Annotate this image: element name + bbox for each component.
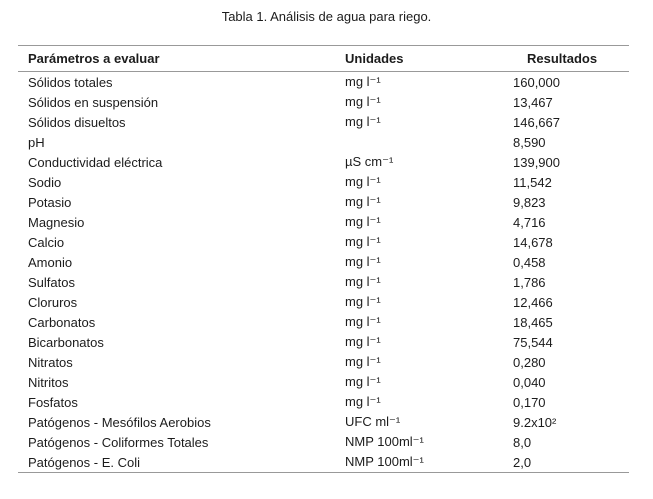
cell-parametro: Bicarbonatos — [28, 334, 104, 350]
cell-parametro: Nitritos — [28, 374, 69, 390]
cell-parametro: Sólidos disueltos — [28, 114, 126, 130]
cell-resultado: 9.2x10² — [513, 414, 557, 430]
table-row: Sodio mg l⁻¹ 11,542 — [18, 172, 629, 192]
cell-parametro: Sólidos totales — [28, 74, 113, 90]
table-caption: Tabla 1. Análisis de agua para riego. — [221, 9, 432, 24]
table-row: Nitratos mg l⁻¹ 0,280 — [18, 352, 629, 372]
cell-unidad: mg l⁻¹ — [345, 394, 381, 409]
cell-resultado: 4,716 — [513, 214, 546, 230]
cell-unidad: mg l⁻¹ — [345, 194, 381, 209]
cell-unidad: µS cm⁻¹ — [345, 154, 394, 169]
cell-resultado: 2,0 — [503, 452, 629, 473]
table-row: Bicarbonatos mg l⁻¹ 75,544 — [18, 332, 629, 352]
table-row: Potasio mg l⁻¹ 9,823 — [18, 192, 629, 212]
table-row: Calcio mg l⁻¹ 14,678 — [18, 232, 629, 252]
cell-resultado: 160,000 — [513, 74, 560, 90]
water-analysis-table: Parámetros a evaluar Unidades Resultados… — [18, 45, 629, 473]
cell-parametro: Patógenos - Coliformes Totales — [28, 434, 209, 450]
cell-resultado: 11,542 — [513, 174, 552, 190]
cell-resultado: 0,280 — [513, 354, 546, 370]
table-row: Nitritos mg l⁻¹ 0,040 — [18, 372, 629, 392]
table-row: Sólidos en suspensión mg l⁻¹ 13,467 — [18, 92, 629, 112]
cell-parametro: Magnesio — [28, 214, 85, 230]
table-row: Amonio mg l⁻¹ 0,458 — [18, 252, 629, 272]
cell-resultado: 9,823 — [513, 194, 546, 210]
cell-unidad: mg l⁻¹ — [345, 214, 381, 229]
table-row: Sulfatos mg l⁻¹ 1,786 — [18, 272, 629, 292]
table-row: Patógenos - Mesófilos Aerobios UFC ml⁻¹ 9.… — [18, 412, 629, 432]
cell-resultado: 12,466 — [513, 294, 553, 310]
table-row: Sólidos disueltos mg l⁻¹ 146,667 — [18, 112, 629, 132]
cell-parametro: Fosfatos — [28, 394, 78, 410]
cell-unidad: mg l⁻¹ — [345, 234, 381, 249]
cell-unidad: mg l⁻¹ — [345, 334, 381, 349]
cell-parametro: Calcio — [28, 234, 65, 250]
cell-resultado: 13,467 — [513, 94, 553, 110]
cell-parametro: Sólidos en suspensión — [28, 94, 159, 110]
table-body: Sólidos totales mg l⁻¹ 160,000 Sólidos en s… — [18, 72, 629, 473]
cell-parametro: Patógenos - Mesófilos Aerobios — [28, 414, 211, 430]
cell-unidad: mg l⁻¹ — [345, 294, 381, 309]
table-row: Patógenos - E. Coli NMP 100ml⁻¹ 2,0 — [18, 452, 629, 473]
table-row: Patógenos - Coliformes Totales NMP 100ml⁻… — [18, 432, 629, 452]
cell-parametro: Nitratos — [28, 354, 73, 370]
cell-resultado: 14,678 — [513, 234, 553, 250]
cell-unidad: mg l⁻¹ — [345, 314, 381, 329]
cell-unidad: mg l⁻¹ — [345, 114, 381, 129]
analysis-table-container: Parámetros a evaluar Unidades Resultados… — [18, 45, 629, 473]
cell-resultado: 139,900 — [513, 154, 560, 170]
cell-resultado: 0,170 — [513, 394, 546, 410]
table-row: Sólidos totales mg l⁻¹ 160,000 — [18, 72, 629, 93]
cell-parametro: Patógenos - E. Coli — [18, 452, 335, 473]
cell-unidad: mg l⁻¹ — [345, 174, 381, 189]
cell-parametro: Potasio — [28, 194, 72, 210]
table-row: Conductividad eléctrica µS cm⁻¹ 139,900 — [18, 152, 629, 172]
cell-resultado: 18,465 — [513, 314, 553, 330]
table-row: Magnesio mg l⁻¹ 4,716 — [18, 212, 629, 232]
cell-parametro: pH — [28, 134, 45, 150]
header-row: Parámetros a evaluar Unidades Resultados — [18, 45, 629, 72]
table-row: Cloruros mg l⁻¹ 12,466 — [18, 292, 629, 312]
cell-unidad: NMP 100ml⁻¹ — [335, 452, 503, 473]
table-row: Carbonatos mg l⁻¹ 18,465 — [18, 312, 629, 332]
cell-parametro: Conductividad eléctrica — [28, 154, 163, 170]
cell-unidad: mg l⁻¹ — [345, 74, 381, 89]
cell-parametro: Sulfatos — [28, 274, 75, 290]
cell-parametro: Cloruros — [28, 294, 78, 310]
cell-resultado: 0,458 — [513, 254, 546, 270]
cell-unidad: mg l⁻¹ — [345, 274, 381, 289]
cell-resultado: 0,040 — [513, 374, 546, 390]
cell-unidad: UFC ml⁻¹ — [345, 414, 401, 429]
table-row: pH 8,590 — [18, 132, 629, 152]
cell-unidad: mg l⁻¹ — [345, 354, 381, 369]
cell-resultado: 75,544 — [513, 334, 553, 350]
cell-unidad: mg l⁻¹ — [345, 94, 381, 109]
cell-parametro: Carbonatos — [28, 314, 96, 330]
cell-parametro: Amonio — [28, 254, 73, 270]
cell-unidad: NMP 100ml⁻¹ — [345, 434, 424, 449]
table-header: Parámetros a evaluar Unidades Resultados — [18, 45, 629, 72]
cell-parametro: Sodio — [28, 174, 62, 190]
column-header-parametros: Parámetros a evaluar — [18, 45, 335, 72]
cell-unidad: mg l⁻¹ — [345, 374, 381, 389]
cell-unidad — [335, 132, 503, 152]
table-row: Fosfatos mg l⁻¹ 0,170 — [18, 392, 629, 412]
cell-unidad: mg l⁻¹ — [345, 254, 381, 269]
cell-resultado: 8,590 — [513, 134, 546, 150]
cell-resultado: 8,0 — [513, 434, 532, 450]
cell-resultado: 146,667 — [513, 114, 560, 130]
column-header-resultados: Resultados — [503, 45, 629, 72]
cell-resultado: 1,786 — [513, 274, 546, 290]
column-header-unidades: Unidades — [335, 45, 503, 72]
